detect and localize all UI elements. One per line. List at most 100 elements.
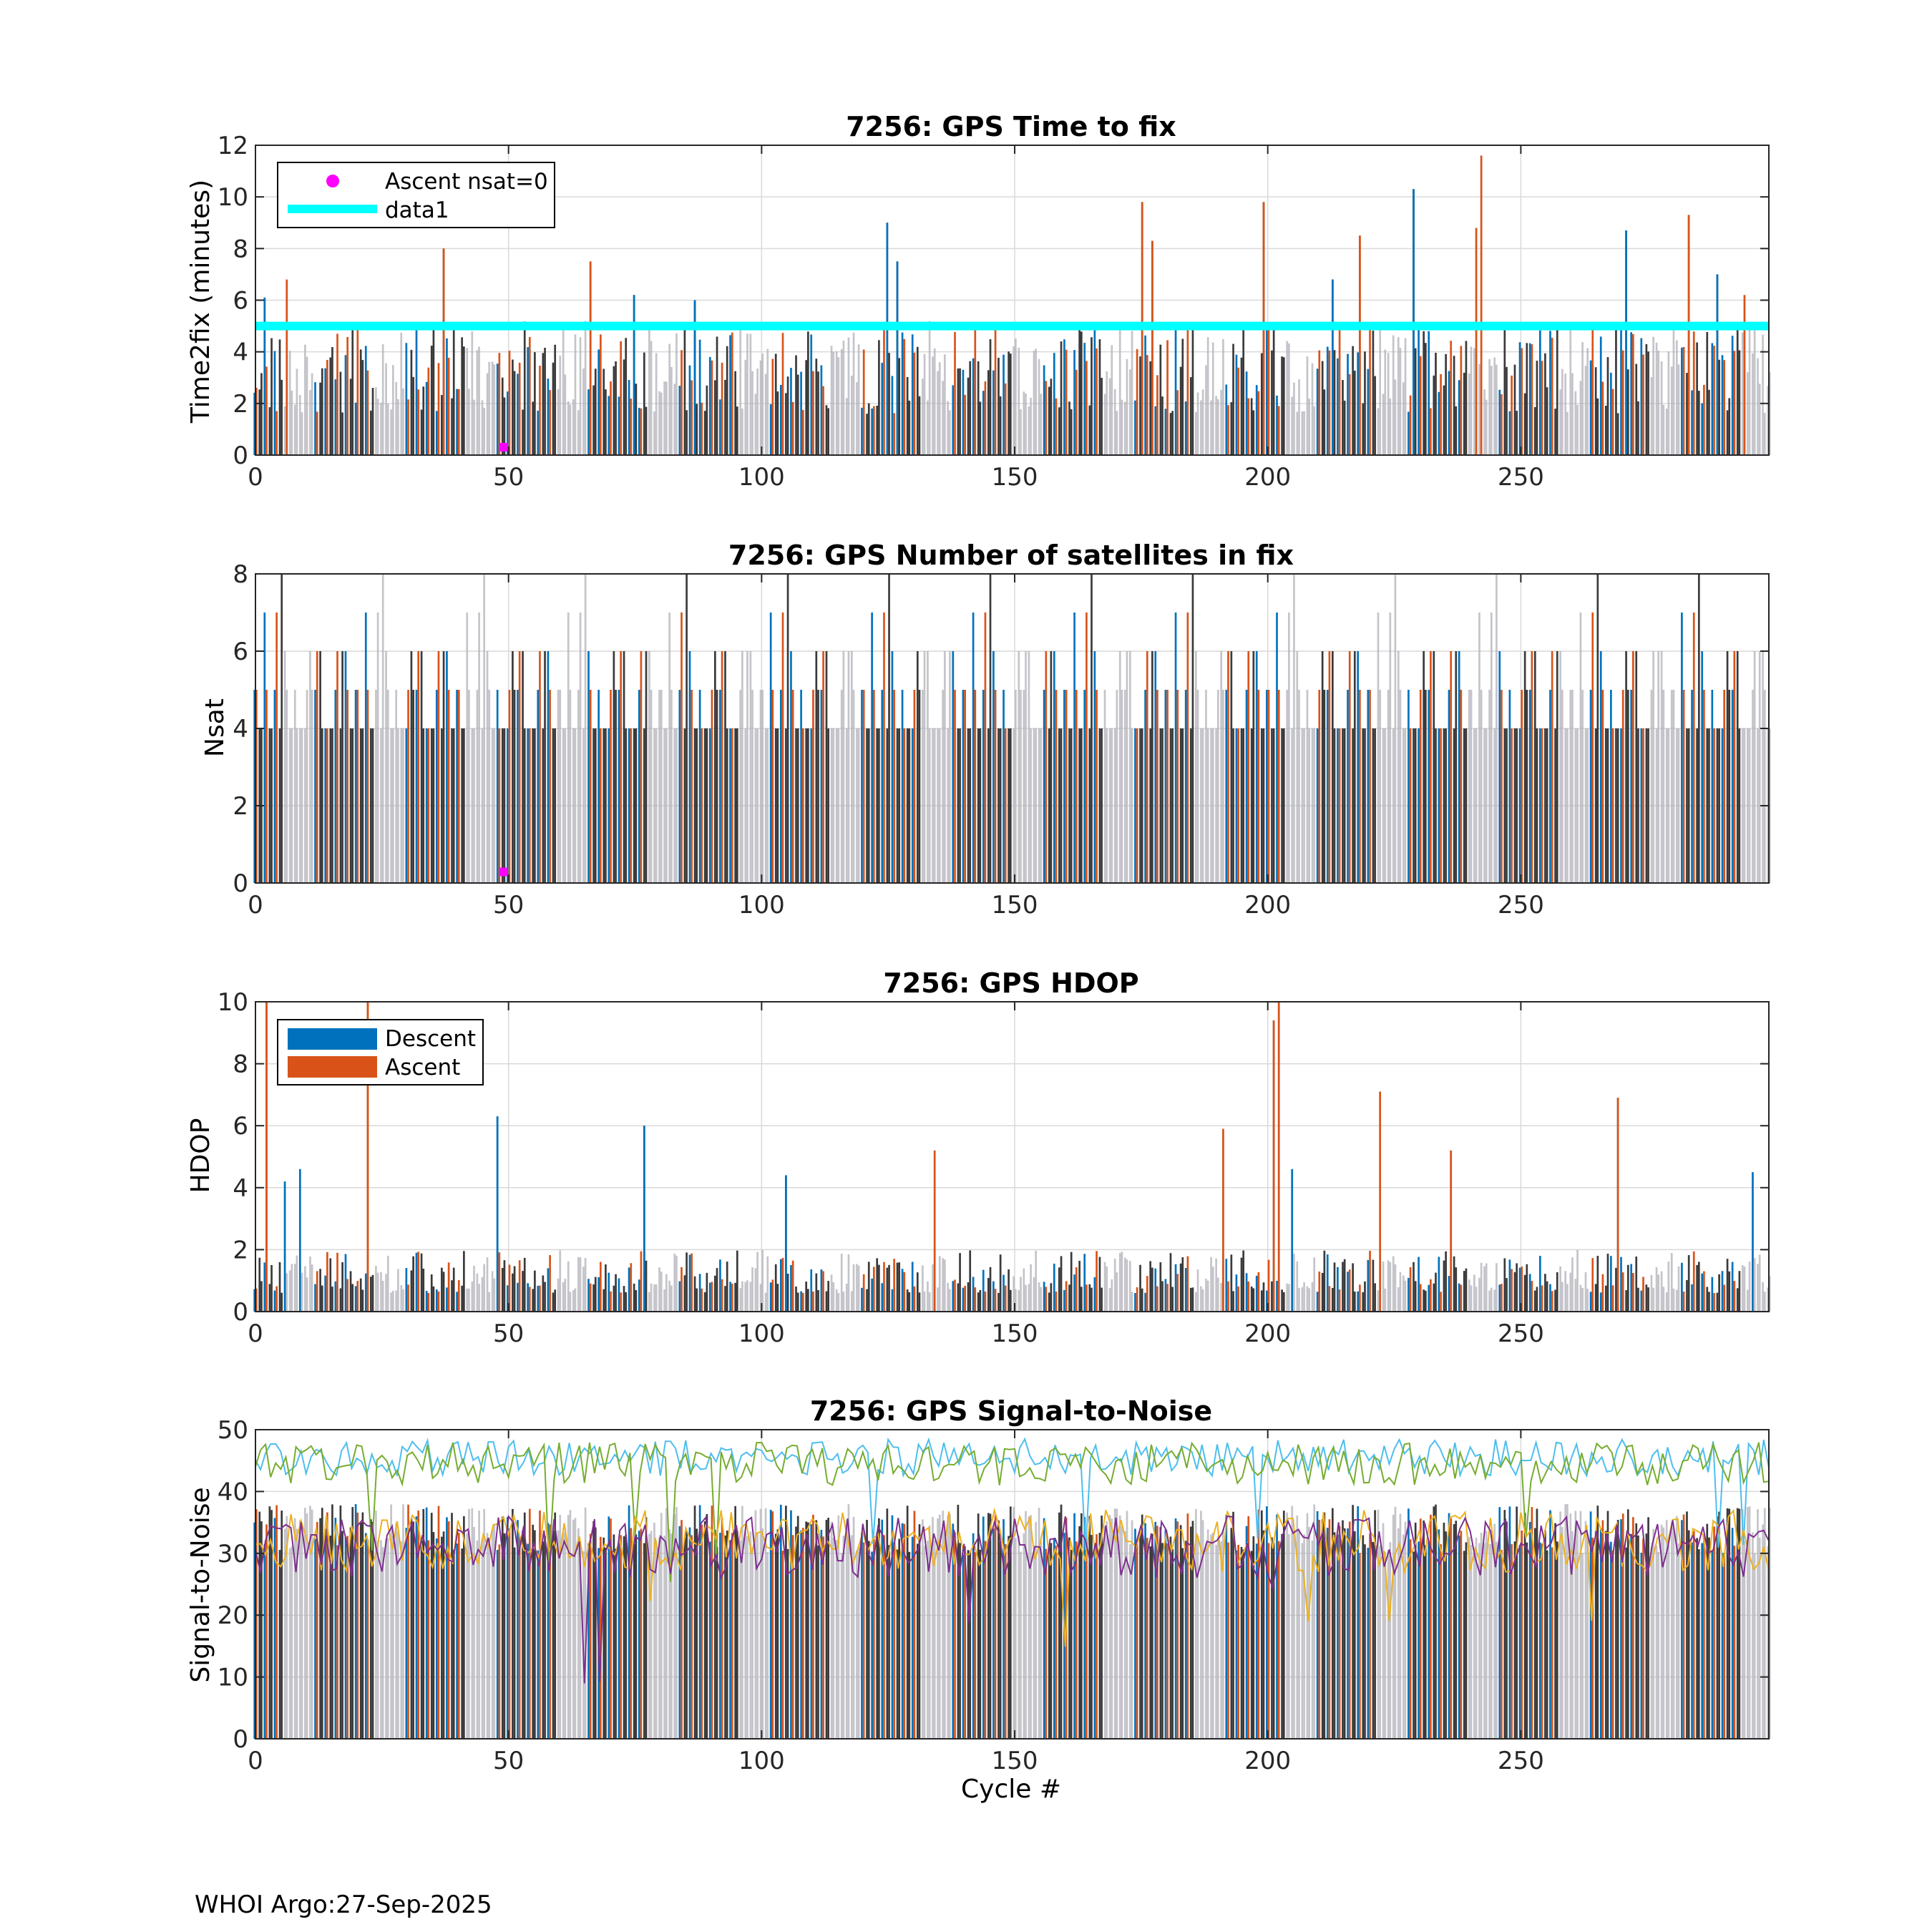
bar-ascent (1085, 361, 1088, 455)
bar-ascent (1581, 342, 1584, 455)
y-tick-label: 0 (233, 869, 248, 898)
bar-ascent (554, 1289, 557, 1312)
bar-ascent (1419, 1284, 1422, 1312)
bar-ascent (326, 1252, 328, 1312)
bar-descent (1129, 1261, 1131, 1312)
bar-ascent (1111, 728, 1113, 883)
bar-ascent (1531, 1281, 1533, 1312)
bar-descent (1053, 1263, 1055, 1312)
snr-bar (1662, 1527, 1665, 1739)
bar-descent (1615, 327, 1617, 455)
snr-bar (771, 1511, 774, 1739)
snr-bar (1769, 1508, 1771, 1739)
bar-ascent (1106, 1266, 1108, 1312)
snr-bar (1606, 1511, 1609, 1739)
bar-ascent (473, 728, 475, 883)
bar-descent (643, 352, 645, 455)
bar-descent (268, 1284, 271, 1312)
snr-bar (1711, 1550, 1714, 1739)
bar-descent (385, 651, 387, 883)
y-tick-label: 8 (233, 560, 248, 589)
snr-bar (759, 1508, 762, 1739)
bar-descent (1453, 356, 1455, 455)
bar-descent (1736, 651, 1739, 883)
bar-ascent (301, 412, 303, 455)
snr-bar (446, 1517, 448, 1739)
bar-descent (1418, 1257, 1420, 1312)
bar-ascent (893, 413, 895, 455)
bar-descent (1604, 1285, 1607, 1312)
bar-descent (1655, 728, 1658, 883)
bar-ascent (796, 374, 799, 455)
bar-ascent (1121, 1252, 1123, 1312)
bar-ascent (665, 728, 668, 883)
bar-descent (334, 1281, 337, 1312)
bar-ascent (1496, 364, 1498, 455)
x-tick-label: 250 (1498, 1747, 1544, 1775)
snr-bar (1093, 1546, 1096, 1739)
bar-spike-descent (263, 297, 266, 455)
bar-ascent (321, 1285, 323, 1312)
bar-ascent (1541, 1285, 1543, 1312)
bar-descent (1554, 728, 1556, 883)
bar-descent (1458, 380, 1460, 455)
bar-descent (729, 335, 731, 455)
bar-descent (288, 1270, 291, 1312)
snr-bar (1255, 1543, 1258, 1739)
snr-bar (1181, 1548, 1184, 1739)
bar-descent (283, 406, 286, 455)
snr-bar (572, 1519, 575, 1739)
bar-descent (698, 1274, 701, 1312)
bar-descent (1291, 728, 1294, 883)
snr-bar (1392, 1514, 1395, 1739)
snr-bar (795, 1526, 797, 1739)
bar-ascent (605, 389, 607, 455)
bar-descent (329, 728, 332, 883)
bar-descent (698, 339, 701, 455)
bar-descent (1286, 341, 1289, 455)
snr-bar (1419, 1518, 1422, 1739)
bar-ascent (1769, 1276, 1771, 1312)
snr-bar (1126, 1511, 1128, 1739)
bar-descent (850, 376, 853, 455)
snr-bar (815, 1520, 818, 1739)
snr-bar (678, 1526, 681, 1739)
bar-descent (1352, 728, 1354, 883)
snr-bar (1382, 1523, 1385, 1739)
bar-ascent (1556, 323, 1558, 455)
bar-ascent (301, 1272, 303, 1312)
bar-descent (825, 651, 828, 883)
bar-ascent (1581, 1288, 1584, 1312)
bar-descent (562, 326, 565, 455)
bar-descent (1604, 405, 1607, 455)
bar-ascent (326, 728, 328, 883)
bar-ascent (827, 408, 830, 455)
snr-bar (1528, 1522, 1531, 1739)
snr-bar (260, 1521, 263, 1739)
snr-bar (1541, 1543, 1543, 1739)
bar-ascent (1753, 324, 1756, 455)
bar-descent (1686, 728, 1688, 883)
snr-bar (1687, 1530, 1690, 1739)
bar-descent (1255, 1275, 1258, 1312)
bar-descent (481, 1277, 484, 1312)
bar-ascent (959, 368, 961, 455)
x-tick-label: 100 (738, 1747, 785, 1775)
snr-bar (933, 1540, 936, 1739)
bar-ascent (1171, 411, 1174, 455)
bar-ascent (1445, 1251, 1447, 1312)
bar-descent (471, 728, 474, 883)
bar-ascent (1541, 361, 1543, 455)
bar-descent (532, 728, 535, 883)
snr-bar (544, 1536, 546, 1739)
snr-bar (1205, 1543, 1207, 1739)
bar-descent (1301, 411, 1304, 455)
bar-descent (410, 349, 413, 455)
bar-ascent (432, 728, 435, 883)
bar-ascent (1060, 728, 1063, 883)
bar-descent (1438, 1257, 1440, 1312)
bar-descent (790, 368, 792, 455)
bar-ascent (554, 728, 557, 883)
bar-descent (1296, 651, 1299, 883)
snr-bar (587, 1543, 590, 1739)
